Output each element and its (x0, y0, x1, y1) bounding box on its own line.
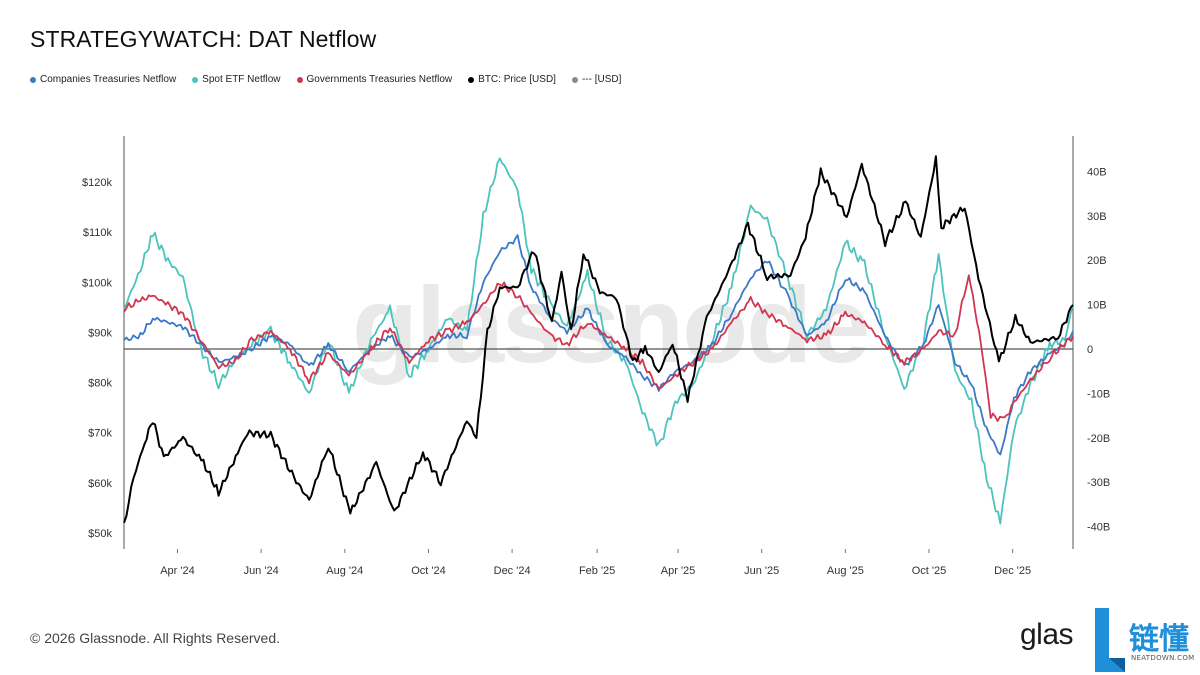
legend-item-companies[interactable]: Companies Treasuries Netflow (30, 74, 176, 85)
right-tick-label: -20B (1087, 433, 1110, 445)
left-tick-label: $80k (88, 378, 112, 390)
series-governments-line (123, 274, 1074, 422)
x-tick-label: Dec '24 (494, 565, 531, 577)
left-tick-label: $70k (88, 428, 112, 440)
chart-title: STRATEGYWATCH: DAT Netflow (30, 26, 377, 52)
left-tick-label: $110k (83, 227, 113, 239)
left-tick-label: $50k (88, 528, 112, 540)
copyright-footer: © 2026 Glassnode. All Rights Reserved. (30, 630, 281, 646)
x-tick-label: Aug '25 (827, 565, 864, 577)
legend-label-dashed: --- [USD] (581, 74, 622, 85)
x-tick-label: Apr '24 (160, 565, 195, 577)
legend-label-spot-etf: Spot ETF Netflow (202, 74, 281, 85)
legend-item-dashed[interactable]: --- [USD] (571, 74, 622, 85)
legend-label-governments: Governments Treasuries Netflow (306, 74, 453, 85)
x-tick-label: Aug '24 (326, 565, 363, 577)
chart-legend: Companies Treasuries Netflow Spot ETF Ne… (30, 74, 621, 85)
x-tick-label: Oct '24 (411, 565, 446, 577)
neatdown-logo-cn: 链懂 (1129, 622, 1189, 657)
right-tick-label: 40B (1087, 166, 1107, 178)
left-tick-label: $120k (82, 177, 112, 189)
legend-dot-companies (30, 76, 36, 83)
legend-dot-spot-etf (192, 76, 199, 83)
legend-item-btc-price[interactable]: BTC: Price [USD] (468, 74, 556, 85)
right-tick-label: 30B (1087, 211, 1107, 223)
x-tick-label: Jun '25 (744, 565, 779, 577)
legend-dot-btc-price (468, 76, 475, 83)
right-tick-label: -30B (1087, 477, 1110, 489)
legend-item-spot-etf[interactable]: Spot ETF Netflow (192, 74, 281, 85)
series-spot-etf-line (123, 157, 1074, 525)
legend-dot-governments (296, 76, 303, 83)
series-btc-price-line (123, 155, 1074, 524)
neatdown-logo-badge: 链懂 NEATDOWN.COM (1085, 604, 1200, 675)
glassnode-watermark: glassnode (352, 264, 870, 385)
right-tick-label: -40B (1087, 522, 1110, 534)
glassnode-logo-text: glas (1020, 618, 1074, 651)
left-tick-label: $60k (88, 478, 112, 490)
x-tick-label: Feb '25 (579, 565, 615, 577)
right-tick-label: 0 (1087, 344, 1093, 356)
neatdown-l-icon (1095, 608, 1125, 672)
legend-item-governments[interactable]: Governments Treasuries Netflow (296, 74, 453, 85)
right-tick-label: 10B (1087, 300, 1107, 312)
x-tick-label: Jun '24 (244, 565, 279, 577)
right-tick-label: 20B (1087, 255, 1107, 267)
legend-label-btc-price: BTC: Price [USD] (478, 74, 556, 85)
right-tick-label: -10B (1087, 388, 1110, 400)
left-tick-label: $100k (82, 277, 112, 289)
legend-label-companies: Companies Treasuries Netflow (40, 74, 177, 85)
x-tick-label: Oct '25 (912, 565, 947, 577)
neatdown-logo-sub: NEATDOWN.COM (1131, 654, 1195, 662)
x-tick-label: Apr '25 (661, 565, 696, 577)
x-tick-label: Dec '25 (994, 565, 1031, 577)
series-companies-line (123, 234, 1074, 456)
legend-dot-dashed (571, 76, 578, 83)
left-tick-label: $90k (88, 327, 112, 339)
